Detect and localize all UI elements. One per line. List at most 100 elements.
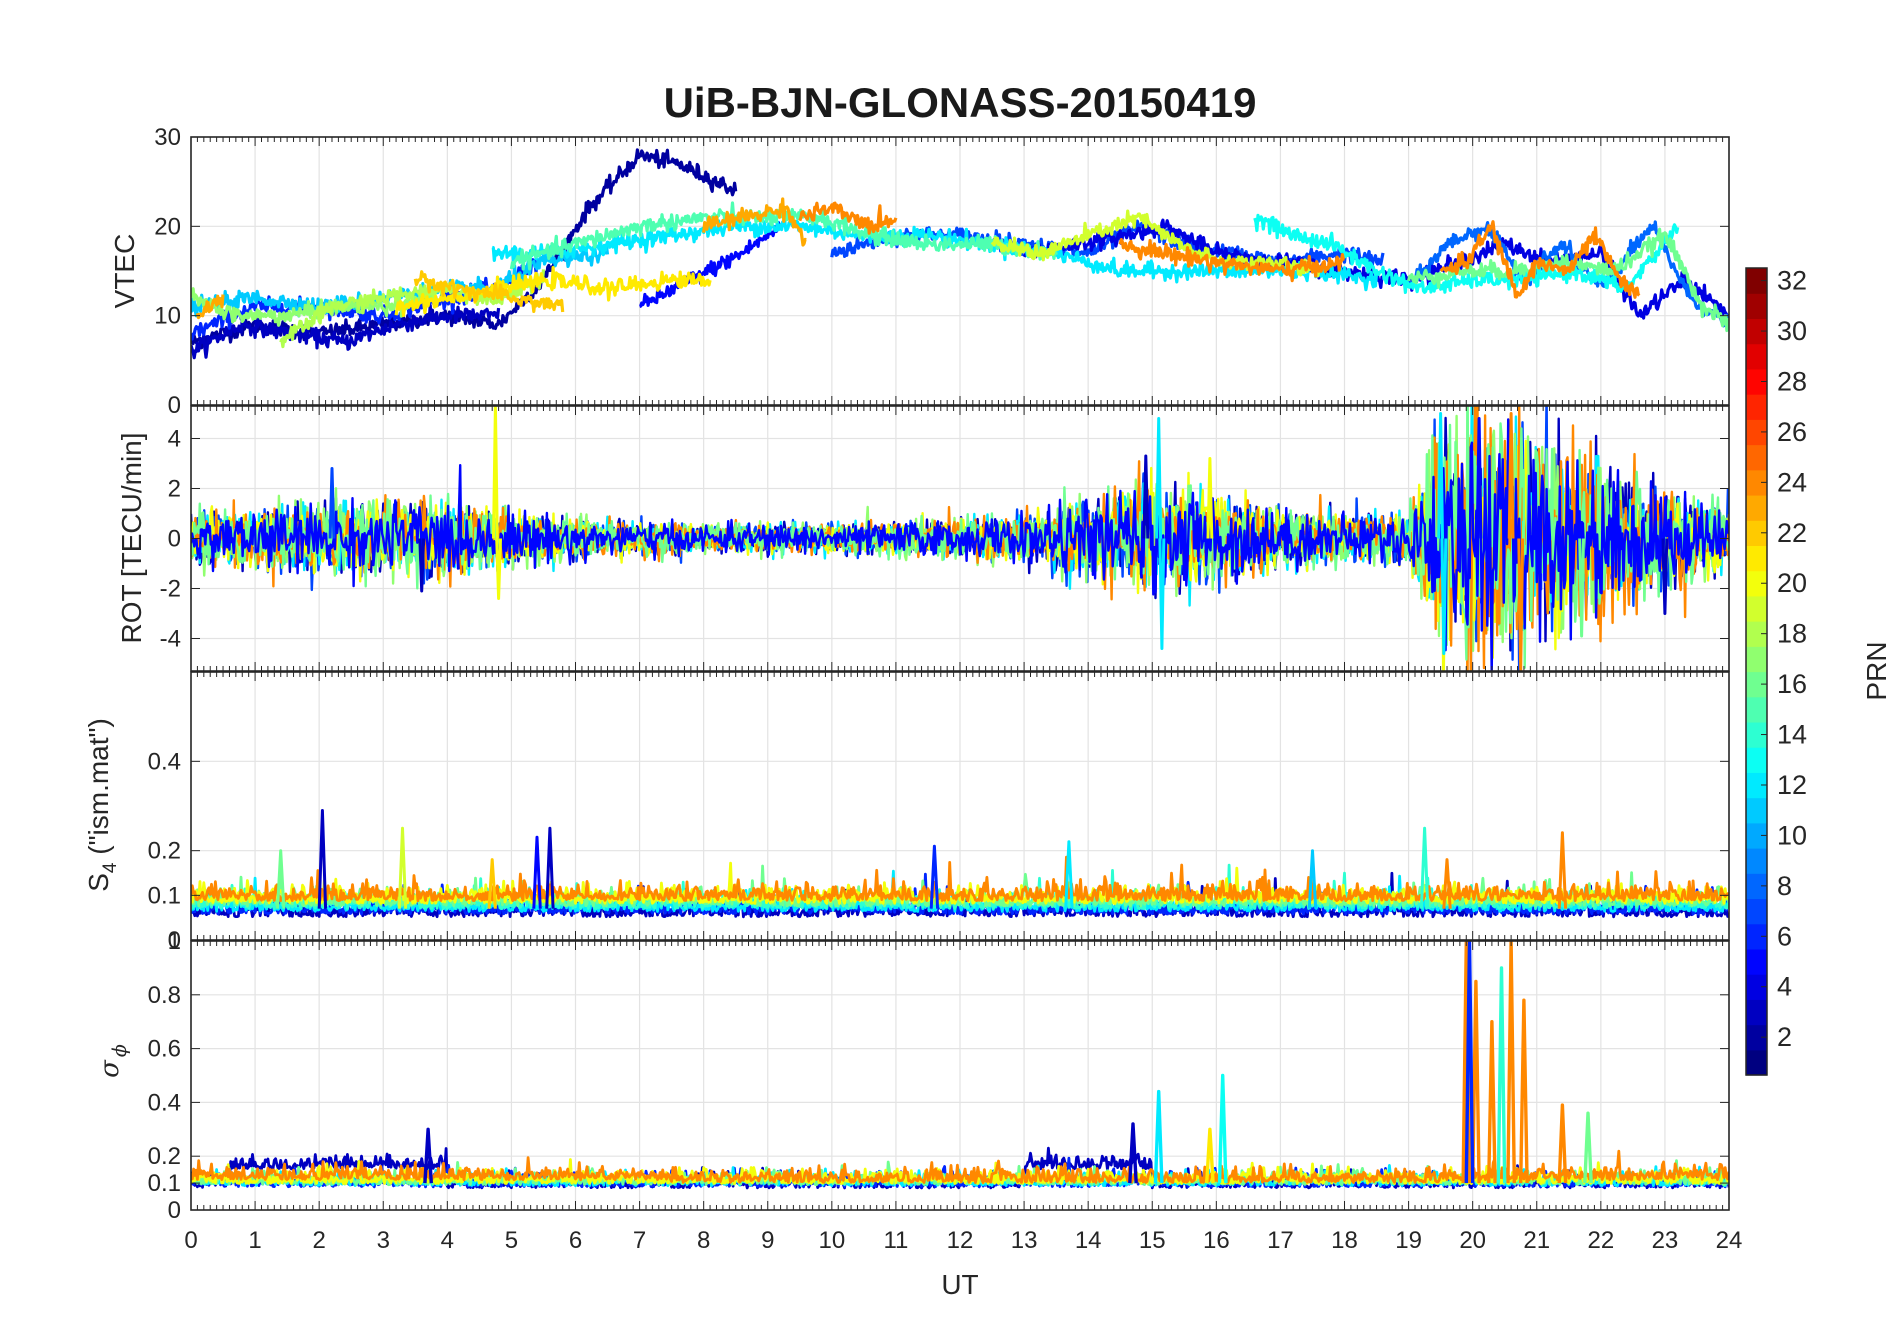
colorbar-swatch — [1746, 923, 1767, 950]
colorbar-swatch — [1746, 848, 1767, 874]
x-tick-label: 12 — [947, 1227, 974, 1254]
s4-spike — [317, 809, 328, 909]
y-tick-label: 0.4 — [148, 1089, 181, 1116]
vtec-series-line — [491, 217, 1379, 292]
sigma-phi-spike — [1519, 998, 1529, 1184]
s4-axis-label: S4 ("ism.mat") — [83, 718, 121, 892]
colorbar-swatch — [1746, 545, 1767, 572]
vtec-series-line — [1407, 220, 1729, 328]
s4-series-line — [191, 855, 1729, 903]
colorbar-tick-label: 4 — [1777, 972, 1792, 1002]
rot-spike — [1517, 538, 1525, 671]
vtec-series-line — [1118, 238, 1345, 283]
rot-spike — [1475, 417, 1483, 539]
s4-spike — [1307, 849, 1318, 909]
rot-spike — [492, 406, 499, 539]
colorbar-frame — [1745, 267, 1768, 1076]
colorbar-swatch — [1746, 822, 1767, 849]
sigma-phi-spike — [1487, 1020, 1497, 1184]
x-tick-label: 17 — [1267, 1227, 1294, 1254]
x-tick-label: 8 — [697, 1227, 710, 1254]
sigma-phi-spike — [423, 1127, 433, 1184]
rot-series-line — [191, 418, 1729, 671]
x-tick-label: 1 — [248, 1227, 261, 1254]
rot-spike — [1578, 538, 1585, 638]
chart-title: UiB-BJN-GLONASS-20150419 — [664, 79, 1257, 126]
colorbar-swatch — [1746, 974, 1767, 1000]
series-layer — [191, 148, 1729, 1190]
s4-spike — [545, 826, 555, 909]
s4-spike — [1557, 831, 1568, 909]
x-tick-label: 7 — [633, 1227, 646, 1254]
colorbar-tick-label: 12 — [1777, 770, 1807, 800]
y-tick-label: 0.6 — [148, 1036, 181, 1063]
colorbar-tick-label: 6 — [1777, 921, 1792, 951]
colorbar-swatch — [1746, 595, 1767, 622]
y-tick-label: 0.2 — [148, 1143, 181, 1170]
colorbar-tick-label: 22 — [1777, 518, 1807, 548]
colorbar-tick-label: 14 — [1777, 720, 1807, 750]
x-tick-label: 3 — [377, 1227, 390, 1254]
colorbar-swatch — [1746, 671, 1767, 698]
s4-spike — [397, 826, 408, 909]
sigma-phi-spike — [1153, 1089, 1164, 1184]
sigma-phi-spike — [1464, 941, 1475, 1184]
y-tick-label: 0 — [168, 1197, 181, 1224]
y-tick-label: 20 — [154, 213, 181, 240]
x-tick-label: 18 — [1331, 1227, 1358, 1254]
sigma-phi-spike — [1128, 1122, 1138, 1184]
colorbar-swatch — [1746, 394, 1767, 420]
colorbar-tick-label: 20 — [1777, 568, 1807, 598]
colorbar-swatch — [1746, 772, 1767, 799]
x-tick-label: 22 — [1587, 1227, 1614, 1254]
y-tick-label: 30 — [154, 124, 181, 151]
x-tick-label: 23 — [1652, 1227, 1679, 1254]
x-tick-label: 16 — [1203, 1227, 1230, 1254]
colorbar-swatch — [1746, 721, 1767, 748]
colorbar-tick-label: 26 — [1777, 417, 1807, 447]
colorbar-swatch — [1746, 268, 1767, 294]
colorbar-swatch — [1746, 747, 1767, 773]
rot-spike — [1437, 412, 1444, 539]
s4-spike — [1442, 858, 1452, 909]
x-tick-label: 15 — [1139, 1227, 1166, 1254]
rot-spike — [1440, 538, 1448, 655]
x-axis-label: UT — [941, 1269, 978, 1300]
s4-spike — [1064, 840, 1074, 909]
x-tick-label: 14 — [1075, 1227, 1102, 1254]
sigma-phi-spike — [1496, 966, 1507, 1184]
vtec-series-line — [1253, 213, 1680, 294]
colorbar-swatch — [1746, 1049, 1767, 1076]
vtec-series-line — [639, 220, 783, 308]
colorbar-swatch — [1746, 898, 1767, 925]
colorbar-swatch — [1746, 494, 1767, 521]
rot-spike — [1661, 538, 1669, 615]
vtec-series-line — [1407, 227, 1729, 333]
y-tick-label: 0 — [168, 392, 181, 419]
x-tick-label: 11 — [883, 1227, 908, 1254]
x-tick-label: 19 — [1395, 1227, 1422, 1254]
vtec-series-line — [1439, 220, 1641, 299]
x-tick-label: 24 — [1716, 1227, 1743, 1254]
sigma-phi-spike — [1217, 1073, 1228, 1184]
x-tick-label: 0 — [184, 1227, 197, 1254]
colorbar-tick-label: 10 — [1777, 820, 1807, 850]
s4-spike — [929, 844, 940, 909]
colorbar-swatch — [1746, 293, 1767, 320]
rot-spike — [495, 538, 502, 600]
sigma-phi-spike — [1583, 1111, 1593, 1184]
x-tick-label: 21 — [1523, 1227, 1550, 1254]
vtec-series-line — [702, 197, 807, 247]
s4-spike — [1419, 826, 1430, 909]
x-tick-label: 9 — [761, 1227, 774, 1254]
rot-spike — [1507, 412, 1515, 539]
colorbar-swatch — [1746, 797, 1767, 824]
sigma-phi-spike — [1205, 1127, 1215, 1184]
vtec-axis-label: VTEC — [109, 234, 140, 309]
vtec-series-line — [191, 287, 437, 327]
x-tick-label: 10 — [818, 1227, 845, 1254]
colorbar-tick-label: 8 — [1777, 871, 1792, 901]
rot-axis-label: ROT [TECU/min] — [116, 432, 147, 643]
s4-spike — [532, 835, 542, 909]
x-tick-label: 6 — [569, 1227, 582, 1254]
